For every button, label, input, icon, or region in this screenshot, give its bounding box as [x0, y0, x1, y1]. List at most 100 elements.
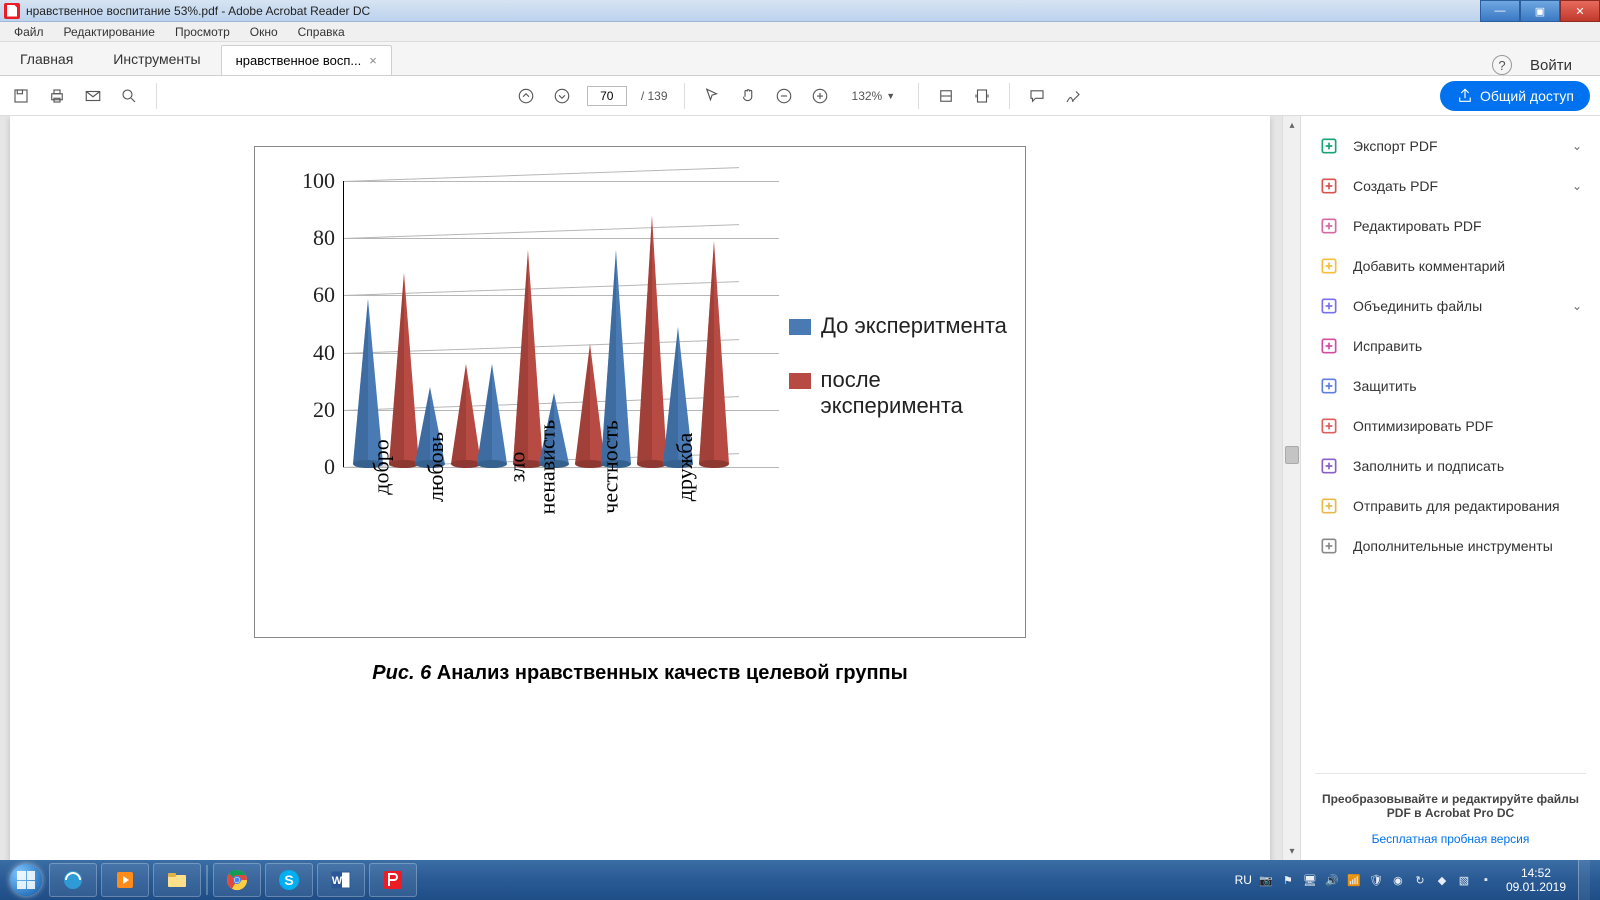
- tool-label: Защитить: [1353, 378, 1417, 394]
- taskbar: S W RU 📷 ⚑ 🖥 🔊 📶 🛡 ◉ ↻ ◆ ▧ ▪ 14:5209.01.…: [0, 860, 1600, 900]
- menu-view[interactable]: Просмотр: [167, 23, 238, 41]
- selection-icon[interactable]: [701, 85, 723, 107]
- toolbar: / 139 132%▼ Общий доступ: [0, 76, 1600, 116]
- tray-sync-icon[interactable]: ↻: [1412, 872, 1428, 888]
- tool-label: Редактировать PDF: [1353, 218, 1482, 234]
- tray-volume-icon[interactable]: 🔊: [1324, 872, 1340, 888]
- scroll-thumb[interactable]: [1285, 446, 1299, 464]
- tool-icon: [1319, 536, 1339, 556]
- tray-app1-icon[interactable]: ◆: [1434, 872, 1450, 888]
- help-button[interactable]: ?: [1492, 55, 1512, 75]
- zoom-in-icon[interactable]: [809, 85, 831, 107]
- chart-container: 020406080100добролюбовьзлоненавистьчестн…: [254, 146, 1026, 638]
- chart-cone: [699, 244, 729, 467]
- signin-button[interactable]: Войти: [1530, 57, 1572, 74]
- tabstrip: Главная Инструменты нравственное восп...…: [0, 42, 1600, 76]
- tray-shield-icon[interactable]: 🛡: [1368, 872, 1384, 888]
- tab-tools[interactable]: Инструменты: [93, 43, 220, 75]
- menu-edit[interactable]: Редактирование: [56, 23, 163, 41]
- scroll-down-icon[interactable]: ▾: [1283, 842, 1300, 860]
- page-down-icon[interactable]: [551, 85, 573, 107]
- tool-icon: [1319, 376, 1339, 396]
- print-icon[interactable]: [46, 85, 68, 107]
- tool-label: Заполнить и подписать: [1353, 458, 1504, 474]
- tool-item[interactable]: Отправить для редактирования: [1301, 486, 1600, 526]
- tray-flag-icon[interactable]: ⚑: [1280, 872, 1296, 888]
- tool-item[interactable]: Защитить: [1301, 366, 1600, 406]
- tool-label: Добавить комментарий: [1353, 258, 1505, 274]
- menu-window[interactable]: Окно: [242, 23, 286, 41]
- zoom-value[interactable]: 132%▼: [845, 86, 903, 106]
- tray-lang[interactable]: RU: [1235, 873, 1252, 887]
- taskbar-app-acrobat[interactable]: [369, 863, 417, 897]
- tool-icon: [1319, 136, 1339, 156]
- tool-item[interactable]: Объединить файлы⌄: [1301, 286, 1600, 326]
- fit-page-icon[interactable]: [971, 85, 993, 107]
- tool-item[interactable]: Экспорт PDF⌄: [1301, 126, 1600, 166]
- tool-icon: [1319, 456, 1339, 476]
- tool-item[interactable]: Добавить комментарий: [1301, 246, 1600, 286]
- taskbar-app-media[interactable]: [101, 863, 149, 897]
- tool-item[interactable]: Заполнить и подписать: [1301, 446, 1600, 486]
- trial-link[interactable]: Бесплатная пробная версия: [1301, 828, 1600, 850]
- tray-camera-icon[interactable]: 📷: [1258, 872, 1274, 888]
- chart-x-label: добро: [358, 439, 394, 494]
- tools-panel: Экспорт PDF⌄Создать PDF⌄Редактировать PD…: [1300, 116, 1600, 860]
- window-title: нравственное воспитание 53%.pdf - Adobe …: [24, 4, 1480, 18]
- tool-item[interactable]: Редактировать PDF: [1301, 206, 1600, 246]
- pdf-page: 020406080100добролюбовьзлоненавистьчестн…: [10, 116, 1270, 860]
- close-button[interactable]: ✕: [1560, 0, 1600, 22]
- save-icon[interactable]: [10, 85, 32, 107]
- chevron-down-icon: ⌄: [1572, 299, 1582, 313]
- taskbar-app-explorer[interactable]: [153, 863, 201, 897]
- page-up-icon[interactable]: [515, 85, 537, 107]
- tool-item[interactable]: Исправить: [1301, 326, 1600, 366]
- sign-icon[interactable]: [1062, 85, 1084, 107]
- tool-label: Экспорт PDF: [1353, 138, 1438, 154]
- taskbar-app-word[interactable]: W: [317, 863, 365, 897]
- tool-item[interactable]: Создать PDF⌄: [1301, 166, 1600, 206]
- search-icon[interactable]: [118, 85, 140, 107]
- tray-app3-icon[interactable]: ▪: [1478, 872, 1494, 888]
- tab-document[interactable]: нравственное восп... ×: [221, 45, 392, 75]
- hand-icon[interactable]: [737, 85, 759, 107]
- tray-monitor-icon[interactable]: 🖥: [1302, 872, 1318, 888]
- tool-icon: [1319, 216, 1339, 236]
- tool-label: Исправить: [1353, 338, 1422, 354]
- start-button[interactable]: [6, 860, 46, 900]
- tool-item[interactable]: Дополнительные инструменты: [1301, 526, 1600, 566]
- vertical-scrollbar[interactable]: ▴ ▾: [1282, 116, 1300, 860]
- page-number-input[interactable]: [587, 86, 627, 106]
- scroll-up-icon[interactable]: ▴: [1283, 116, 1300, 134]
- acrobat-icon: [4, 3, 20, 19]
- tray-network-icon[interactable]: 📶: [1346, 872, 1362, 888]
- promo-text: Преобразовывайте и редактируйте файлы PD…: [1301, 784, 1600, 828]
- menu-help[interactable]: Справка: [290, 23, 353, 41]
- taskbar-app-ie[interactable]: [49, 863, 97, 897]
- tool-label: Оптимизировать PDF: [1353, 418, 1493, 434]
- fit-width-icon[interactable]: [935, 85, 957, 107]
- tray-clock[interactable]: 14:5209.01.2019: [1500, 866, 1572, 895]
- menu-file[interactable]: Файл: [6, 23, 52, 41]
- zoom-out-icon[interactable]: [773, 85, 795, 107]
- tool-item[interactable]: Оптимизировать PDF: [1301, 406, 1600, 446]
- minimize-button[interactable]: ―: [1480, 0, 1520, 22]
- taskbar-app-skype[interactable]: S: [265, 863, 313, 897]
- mail-icon[interactable]: [82, 85, 104, 107]
- tray-app2-icon[interactable]: ▧: [1456, 872, 1472, 888]
- comment-icon[interactable]: [1026, 85, 1048, 107]
- tool-icon: [1319, 296, 1339, 316]
- taskbar-app-chrome[interactable]: [213, 863, 261, 897]
- tray-chrome-icon[interactable]: ◉: [1390, 872, 1406, 888]
- tab-close-icon[interactable]: ×: [369, 53, 377, 68]
- chart-legend: До эксперитментапосле эксперимента: [789, 313, 1025, 447]
- titlebar: нравственное воспитание 53%.pdf - Adobe …: [0, 0, 1600, 22]
- maximize-button[interactable]: ▣: [1520, 0, 1560, 22]
- svg-text:W: W: [332, 875, 343, 887]
- tool-label: Отправить для редактирования: [1353, 498, 1560, 514]
- document-viewport[interactable]: 020406080100добролюбовьзлоненавистьчестн…: [0, 116, 1300, 860]
- tab-home[interactable]: Главная: [0, 43, 93, 75]
- tab-document-label: нравственное восп...: [236, 53, 362, 68]
- share-button[interactable]: Общий доступ: [1440, 81, 1590, 111]
- show-desktop-button[interactable]: [1578, 860, 1590, 900]
